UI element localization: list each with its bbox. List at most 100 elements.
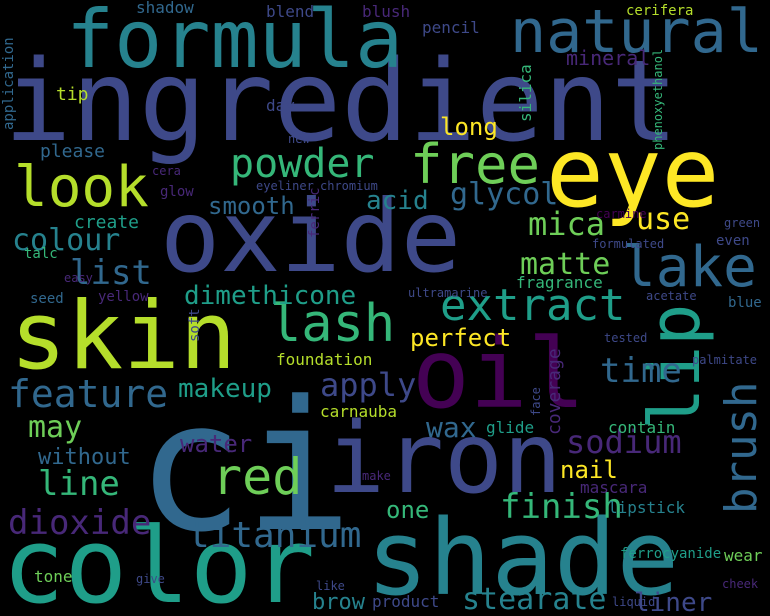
word-create: create bbox=[74, 212, 140, 233]
word-look: look bbox=[14, 155, 149, 220]
word-nail: nail bbox=[560, 456, 618, 484]
word-silica: silica bbox=[516, 64, 535, 122]
word-carnauba: carnauba bbox=[320, 402, 398, 421]
word-smooth: smooth bbox=[208, 192, 295, 220]
word-pencil: pencil bbox=[422, 18, 480, 37]
word-may: may bbox=[28, 410, 83, 445]
word-chromium: chromium bbox=[320, 179, 378, 193]
word-easy: easy bbox=[64, 271, 93, 285]
word-free: free bbox=[410, 133, 541, 196]
word-dimethicone: dimethicone bbox=[184, 281, 357, 311]
word-one: one bbox=[386, 496, 430, 524]
word-without: without bbox=[38, 445, 131, 470]
word-colour: colour bbox=[12, 223, 121, 258]
word-brush: brush bbox=[716, 381, 767, 514]
word-wax: wax bbox=[426, 411, 477, 444]
word-cera: cera bbox=[152, 164, 181, 178]
word-time: time bbox=[600, 351, 682, 391]
word-oxide: oxide bbox=[160, 178, 462, 295]
word-even: even bbox=[716, 233, 750, 249]
word-color: color bbox=[2, 505, 316, 616]
word-apply: apply bbox=[320, 366, 417, 404]
word-foundation: foundation bbox=[276, 350, 373, 369]
word-tip: tip bbox=[56, 84, 89, 105]
word-stearate: stearate bbox=[462, 582, 607, 616]
word-ingredient: ingredient bbox=[4, 37, 679, 167]
word-mascara: mascara bbox=[580, 478, 648, 497]
word-ferrocyanide: ferrocyanide bbox=[620, 546, 722, 562]
word-ci: ci bbox=[136, 363, 353, 572]
word-cerifera: cerifera bbox=[626, 3, 694, 19]
word-red: red bbox=[212, 448, 303, 506]
word-formula: formula bbox=[66, 0, 404, 86]
word-perfect: perfect bbox=[410, 324, 512, 352]
word-product: product bbox=[372, 592, 440, 611]
word-matte: matte bbox=[520, 247, 611, 282]
word-please: please bbox=[40, 141, 106, 162]
word-finish: finish bbox=[500, 487, 623, 527]
word-lake: lake bbox=[622, 235, 757, 300]
word-oil: oil bbox=[412, 318, 586, 430]
word-iron: iron bbox=[326, 402, 563, 516]
word-coverage: coverage bbox=[544, 348, 565, 435]
word-powder: powder bbox=[230, 141, 375, 187]
word-give: give bbox=[136, 572, 165, 586]
word-like: like bbox=[316, 579, 345, 593]
word-soft: soft bbox=[187, 308, 203, 342]
word-mineral: mineral bbox=[566, 46, 651, 70]
word-blush: blush bbox=[362, 2, 411, 21]
word-day: day bbox=[266, 96, 295, 115]
word-acid: acid bbox=[366, 186, 429, 216]
word-ferric: ferric bbox=[307, 187, 323, 238]
word-face: face bbox=[529, 387, 543, 416]
word-long: long bbox=[440, 113, 498, 141]
word-glycol: glycol bbox=[450, 177, 559, 212]
word-eyeliner: eyeliner bbox=[256, 179, 314, 193]
word-blend: blend bbox=[266, 2, 315, 21]
word-fragrance: fragrance bbox=[516, 273, 603, 292]
word-tested: tested bbox=[604, 331, 648, 345]
word-talc: talc bbox=[24, 246, 58, 262]
word-list: list bbox=[70, 253, 152, 293]
word-lipstick: lipstick bbox=[608, 498, 686, 517]
word-eye: eye bbox=[546, 117, 720, 229]
word-cheek: cheek bbox=[722, 577, 759, 591]
word-liner: liner bbox=[634, 588, 713, 616]
word-shadow: shadow bbox=[136, 0, 194, 17]
word-tone: tone bbox=[34, 567, 73, 586]
word-mica: mica bbox=[528, 205, 606, 243]
word-dioxide: dioxide bbox=[8, 503, 152, 543]
word-natural: natural bbox=[510, 0, 763, 67]
word-wear: wear bbox=[724, 546, 763, 565]
word-new: new bbox=[288, 132, 310, 146]
word-feature: feature bbox=[8, 372, 169, 416]
word-skin: skin bbox=[10, 282, 237, 391]
word-use: use bbox=[636, 202, 691, 237]
word-makeup: makeup bbox=[178, 374, 272, 404]
word-formulated: formulated bbox=[592, 237, 665, 251]
word-water: water bbox=[180, 430, 253, 458]
word-glow: glow bbox=[160, 184, 194, 200]
word-acetate: acetate bbox=[646, 289, 697, 303]
word-green: green bbox=[724, 216, 761, 230]
word-ultramarine: ultramarine bbox=[408, 286, 488, 300]
word-contain: contain bbox=[608, 418, 676, 437]
word-yellow: yellow bbox=[98, 289, 149, 305]
word-lash: lash bbox=[270, 294, 396, 354]
word-liquid: liquid bbox=[612, 595, 656, 609]
word-shade: shade bbox=[366, 497, 680, 616]
word-extract: extract bbox=[440, 280, 626, 331]
word-glide: glide bbox=[486, 418, 535, 437]
word-phenoxyethanol: phenoxyethanol bbox=[651, 48, 665, 150]
word-blue: blue bbox=[728, 295, 762, 311]
word-carmine: carmine bbox=[596, 207, 647, 221]
word-line: line bbox=[38, 464, 120, 504]
word-application: application bbox=[1, 37, 17, 130]
word-titanium: titanium bbox=[188, 515, 362, 556]
word-palmitate: palmitate bbox=[692, 353, 758, 367]
word-seed: seed bbox=[30, 291, 64, 307]
word-sodium: sodium bbox=[566, 423, 682, 461]
word-brow: brow bbox=[312, 590, 365, 615]
word-make: make bbox=[362, 469, 391, 483]
